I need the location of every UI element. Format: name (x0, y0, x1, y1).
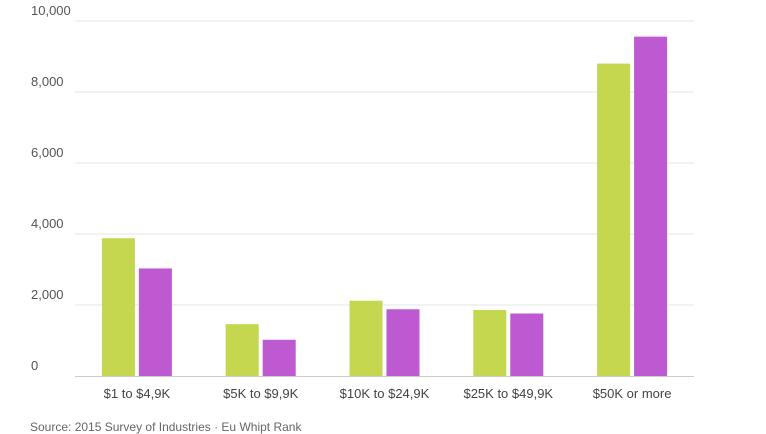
y-tick-label: 6,000 (31, 145, 64, 160)
y-tick-label: 4,000 (31, 216, 64, 231)
x-category-label: $5K to $9,9K (223, 386, 298, 401)
x-category-label: $1 to $4,9K (104, 386, 171, 401)
y-tick-label: 0 (31, 358, 38, 373)
source-note: Source: 2015 Survey of Industries · Eu W… (30, 420, 302, 434)
bar-series-1 (473, 309, 507, 376)
bar-series-1 (225, 324, 259, 376)
bars (101, 36, 668, 377)
y-tick-label: 8,000 (31, 74, 64, 89)
bar-series-1 (349, 300, 383, 376)
bar-series-1 (597, 63, 631, 376)
x-category-label: $10K to $24,9K (340, 386, 430, 401)
bar-series-2 (386, 309, 420, 376)
y-tick-label: 10,000 (31, 3, 71, 18)
bar-series-2 (510, 313, 544, 376)
x-axis-category-labels: $1 to $4,9K $5K to $9,9K $10K to $24,9K $25… (104, 386, 672, 401)
x-category-label: $50K or more (593, 386, 672, 401)
bar-series-2 (138, 268, 172, 376)
gridlines (75, 20, 694, 306)
bar-series-2 (634, 36, 668, 377)
x-category-label: $25K to $49,9K (463, 386, 553, 401)
y-tick-label: 2,000 (31, 287, 64, 302)
bar-series-1 (101, 238, 135, 376)
y-axis-tick-labels: 0 2,000 4,000 6,000 8,000 10,000 (31, 3, 71, 373)
bar-series-2 (262, 339, 296, 376)
